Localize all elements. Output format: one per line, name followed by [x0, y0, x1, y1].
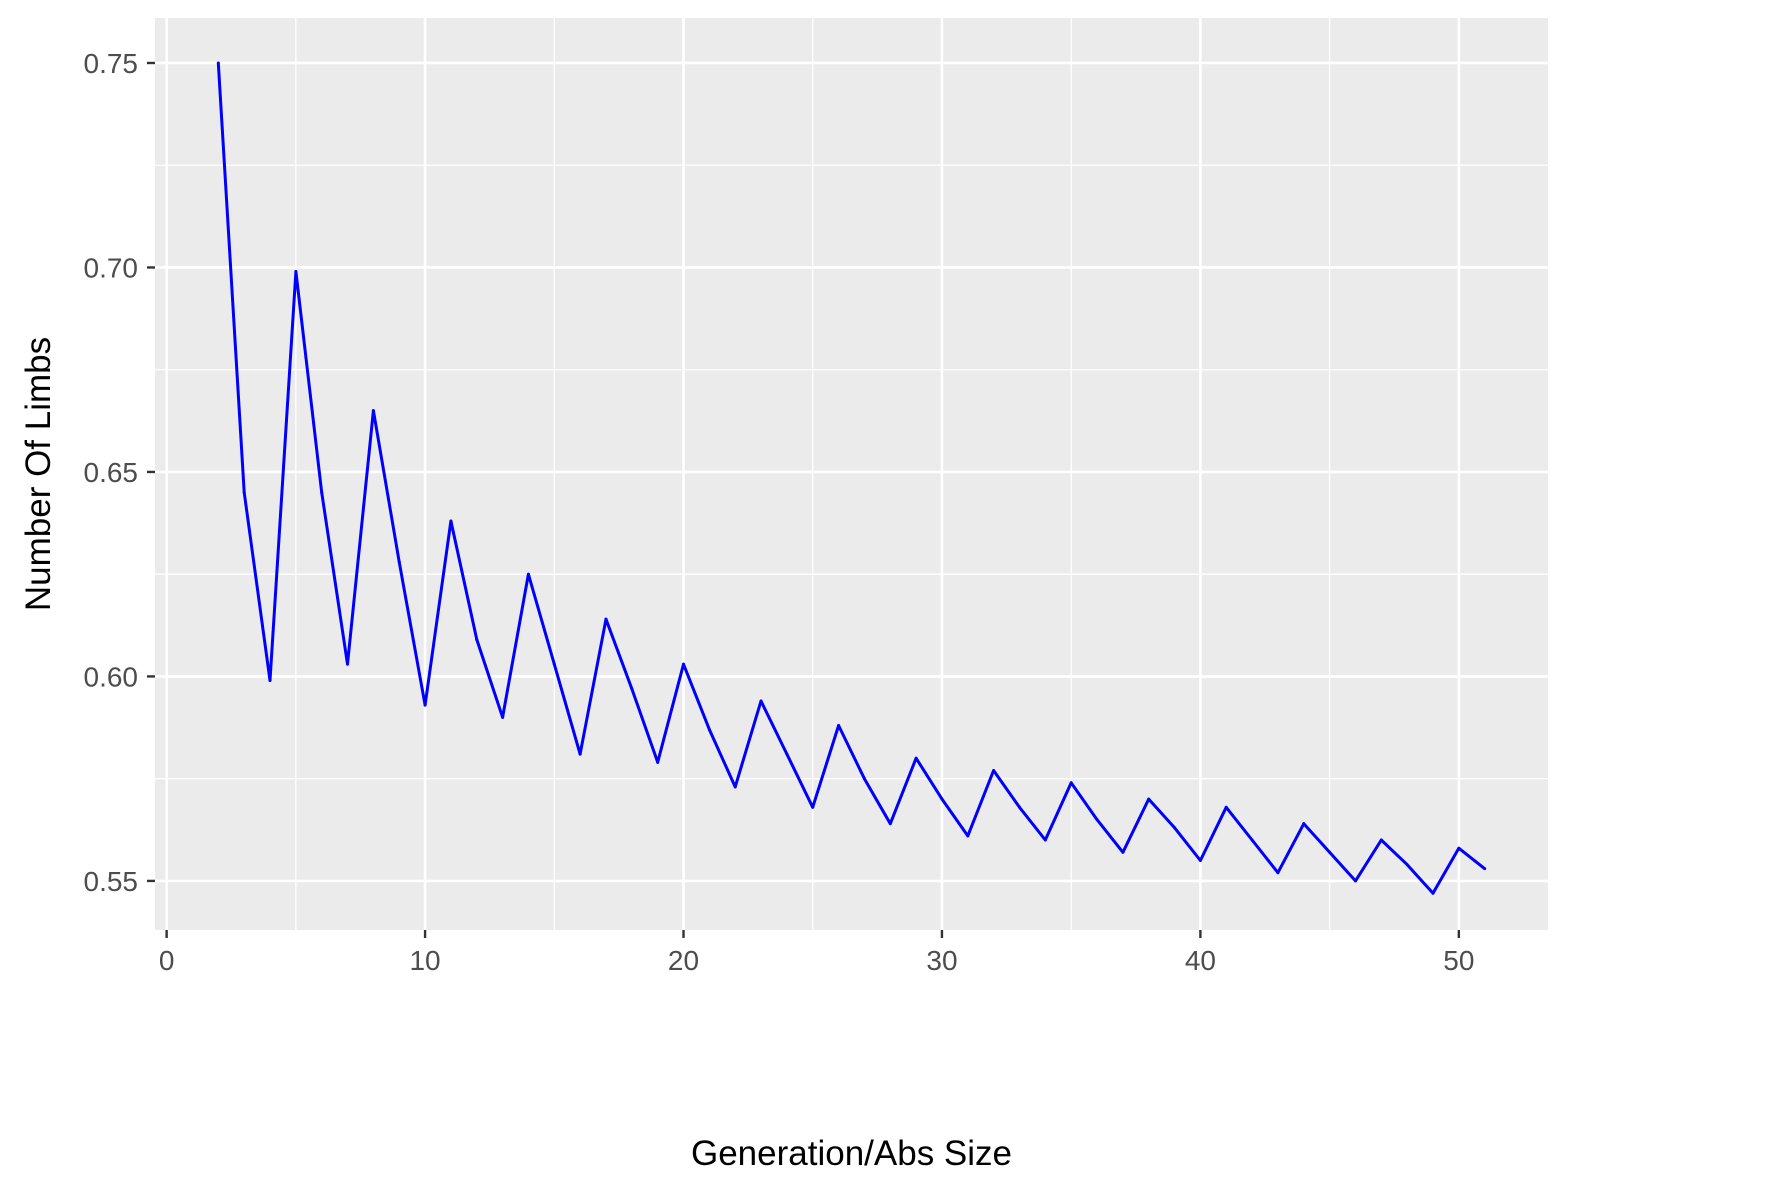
data-point	[682, 662, 686, 666]
data-point	[1353, 879, 1357, 883]
minor-gridlines	[155, 18, 1548, 930]
data-point	[371, 409, 375, 413]
data-point	[1457, 846, 1461, 850]
data-point	[449, 519, 453, 523]
data-point	[785, 752, 789, 756]
y-axis: 0.55 0.60 0.65 0.70 0.75	[84, 48, 155, 897]
data-point	[759, 699, 763, 703]
data-point	[862, 777, 866, 781]
data-point	[630, 687, 634, 691]
data-point	[604, 617, 608, 621]
x-tick-label: 20	[668, 945, 699, 976]
x-tick-label: 0	[159, 945, 175, 976]
data-point	[242, 490, 246, 494]
data-point	[578, 752, 582, 756]
y-tick-label: 0.60	[84, 661, 139, 692]
data-point	[656, 760, 660, 764]
x-axis: 0 10 20 30 40 50	[159, 930, 1474, 976]
data-point	[397, 560, 401, 564]
y-tick-label: 0.70	[84, 252, 139, 283]
data-point	[1043, 838, 1047, 842]
data-point	[1173, 826, 1177, 830]
x-tick-label: 30	[926, 945, 957, 976]
x-tick-label: 40	[1185, 945, 1216, 976]
x-tick-label: 50	[1443, 945, 1474, 976]
data-point	[1121, 850, 1125, 854]
data-point	[475, 638, 479, 642]
data-point	[914, 756, 918, 760]
data-point	[888, 822, 892, 826]
data-point	[1328, 850, 1332, 854]
data-point	[268, 679, 272, 683]
data-point	[811, 805, 815, 809]
data-point	[526, 572, 530, 576]
data-point	[501, 715, 505, 719]
data-point	[1483, 867, 1487, 871]
data-point	[1302, 822, 1306, 826]
series-line	[216, 62, 1486, 895]
plot-panel	[155, 18, 1548, 930]
data-point	[940, 797, 944, 801]
data-point	[707, 728, 711, 732]
data-point	[1250, 838, 1254, 842]
y-tick-label: 0.65	[84, 457, 139, 488]
major-gridlines	[155, 18, 1548, 930]
data-point	[1405, 863, 1409, 867]
data-point	[216, 61, 220, 65]
data-point	[294, 270, 298, 274]
y-tick-label: 0.75	[84, 48, 139, 79]
data-point	[837, 724, 841, 728]
data-point	[1017, 805, 1021, 809]
data-point	[1198, 858, 1202, 862]
data-point	[552, 662, 556, 666]
data-point	[1379, 838, 1383, 842]
y-tick-label: 0.55	[84, 866, 139, 897]
data-point	[423, 703, 427, 707]
y-axis-title: Number Of Limbs	[19, 337, 58, 611]
data-point	[1147, 797, 1151, 801]
x-tick-label: 10	[409, 945, 440, 976]
data-point	[1276, 871, 1280, 875]
data-point	[1095, 818, 1099, 822]
data-point	[992, 769, 996, 773]
data-points	[216, 61, 1487, 895]
data-point	[346, 662, 350, 666]
data-point	[1224, 805, 1228, 809]
data-point	[1069, 781, 1073, 785]
data-point	[966, 834, 970, 838]
data-point	[733, 785, 737, 789]
data-point	[1431, 891, 1435, 895]
x-axis-title: Generation/Abs Size	[691, 1134, 1012, 1173]
data-point	[320, 490, 324, 494]
